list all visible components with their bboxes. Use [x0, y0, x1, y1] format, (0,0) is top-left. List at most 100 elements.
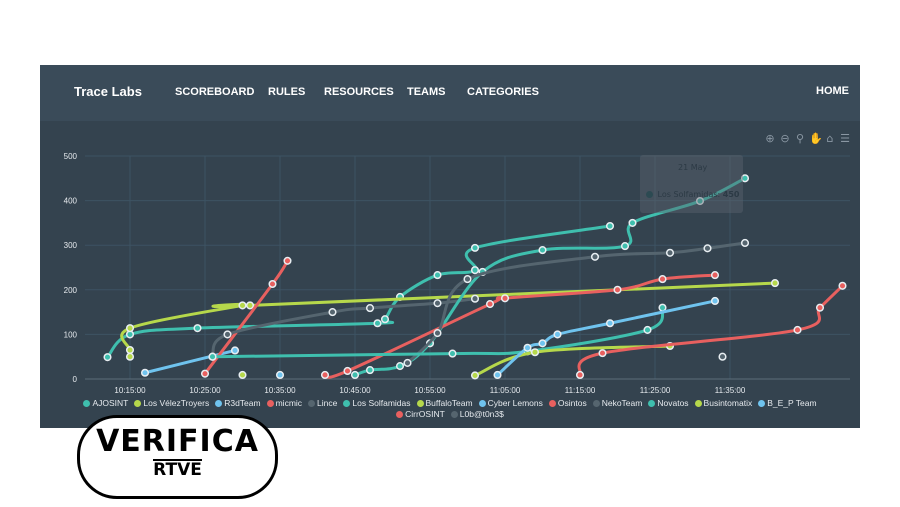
data-point	[395, 362, 405, 371]
data-point	[470, 243, 480, 252]
data-point	[433, 329, 442, 338]
data-point	[238, 301, 247, 310]
data-point	[575, 370, 585, 380]
legend-item[interactable]: CirrOSINT	[396, 409, 445, 420]
data-point	[770, 279, 780, 288]
legend-marker	[450, 411, 458, 418]
data-point	[245, 301, 255, 310]
legend-marker	[83, 400, 91, 407]
zoom-out-icon[interactable]: ⊖	[780, 132, 790, 145]
nav-categories[interactable]: CATEGORIES	[467, 86, 539, 98]
data-point	[380, 315, 390, 324]
chart-toolbar: ⊕ ⊖ ⚲ ✋ ⌂ ☰	[764, 132, 851, 145]
legend-item[interactable]: Novatos	[648, 398, 689, 409]
data-point	[710, 296, 720, 305]
nav-home[interactable]: HOME	[816, 85, 849, 97]
legend-item[interactable]: Cyber Lemons	[478, 398, 543, 409]
data-point	[493, 370, 502, 380]
zoom-in-icon[interactable]: ⊕	[765, 132, 775, 145]
y-tick-label: 100	[64, 330, 78, 339]
legend-label: Busintomatix	[703, 398, 753, 408]
legend-item[interactable]: Los VélezTroyers	[134, 398, 209, 409]
pan-hand-icon[interactable]: ✋	[809, 132, 823, 145]
score-chart[interactable]: 0 100 200 300 400 500 10:15:00 10:25:00 10:35:00…	[40, 65, 860, 428]
data-point	[470, 266, 480, 275]
logo-top-text: VERIFICA	[96, 424, 259, 459]
x-tick-label: 11:05:00	[490, 386, 521, 395]
data-point	[403, 358, 412, 367]
legend-item[interactable]: R3dTeam	[215, 398, 261, 409]
data-point	[620, 242, 630, 251]
verifica-rtve-logo: VERIFICA RTVE	[77, 415, 278, 499]
legend-marker	[134, 400, 142, 407]
legend-item[interactable]: AJOSINT	[83, 398, 128, 409]
legend-label: R3dTeam	[224, 398, 261, 408]
data-point	[103, 353, 112, 362]
legend-label: L0b@t0n3$	[459, 409, 504, 419]
x-tick-label: 11:15:00	[565, 386, 596, 395]
logo-bottom-text: RTVE	[153, 459, 202, 480]
legend-label: Lince	[317, 398, 338, 408]
nav-scoreboard[interactable]: SCOREBOARD	[175, 86, 255, 98]
tooltip-series-marker	[646, 191, 653, 198]
legend-item[interactable]: L0b@t0n3$	[450, 409, 504, 420]
data-point	[838, 281, 847, 290]
series-line	[120, 281, 777, 359]
legend-label: Los VélezTroyers	[143, 398, 210, 408]
nav-rules[interactable]: RULES	[268, 86, 306, 98]
legend-marker	[308, 400, 316, 407]
legend-label: AJOSINT	[92, 398, 129, 408]
x-tick-label: 10:25:00	[189, 386, 221, 395]
data-point	[485, 300, 495, 309]
legend-item[interactable]: micmic	[266, 398, 302, 409]
legend-item[interactable]: NekoTeam	[592, 398, 642, 409]
x-tick-label: 10:15:00	[114, 386, 146, 395]
data-point	[530, 348, 540, 357]
data-point	[605, 319, 615, 328]
legend-item[interactable]: BuffaloTeam	[416, 398, 473, 409]
series-line	[473, 344, 672, 377]
legend-item[interactable]: B_E_P Team	[758, 398, 817, 409]
legend-item[interactable]: Busintomatix	[694, 398, 753, 409]
tooltip-value: 450	[722, 190, 740, 199]
legend-label: BuffaloTeam	[425, 398, 473, 408]
data-point	[658, 303, 667, 312]
data-point	[470, 294, 480, 303]
data-point	[448, 349, 457, 358]
data-point	[125, 345, 135, 355]
data-point	[343, 366, 352, 376]
nav-teams[interactable]: TEAMS	[407, 86, 446, 98]
menu-icon[interactable]: ☰	[840, 132, 850, 145]
legend-item[interactable]: Lince	[308, 398, 337, 409]
zoom-selection-icon[interactable]: ⚲	[795, 132, 805, 145]
series-line	[106, 224, 612, 359]
data-point	[433, 271, 442, 280]
legend-marker	[758, 400, 766, 407]
data-point	[470, 371, 480, 380]
legend-marker	[648, 400, 656, 407]
data-point	[718, 352, 727, 361]
chart-tooltip: 21 May Los Solfamidas: 450	[640, 155, 743, 213]
y-tick-label: 0	[73, 375, 78, 384]
data-point	[350, 370, 360, 380]
legend-label: Los Solfamidas	[352, 398, 411, 408]
x-tick-label: 10:55:00	[414, 386, 446, 395]
data-point	[200, 369, 210, 378]
data-point	[643, 325, 652, 334]
data-point	[605, 221, 615, 231]
data-point	[710, 271, 720, 280]
legend-label: B_E_P Team	[767, 398, 817, 408]
legend-item[interactable]: Osintos	[548, 398, 587, 409]
data-point	[598, 349, 607, 358]
app-window: Trace Labs SCOREBOARD RULES RESOURCES TE…	[40, 65, 860, 428]
reset-home-icon[interactable]: ⌂	[826, 132, 834, 145]
data-point	[538, 339, 547, 348]
series-line	[353, 176, 747, 377]
legend-item[interactable]: Los Solfamidas	[343, 398, 411, 409]
data-point	[365, 366, 375, 375]
brand-link[interactable]: Trace Labs	[74, 84, 142, 99]
top-navbar: Trace Labs SCOREBOARD RULES RESOURCES TE…	[40, 65, 860, 121]
nav-resources[interactable]: RESOURCES	[324, 86, 394, 98]
data-point	[613, 285, 622, 294]
x-tick-label: 10:45:00	[339, 386, 371, 395]
